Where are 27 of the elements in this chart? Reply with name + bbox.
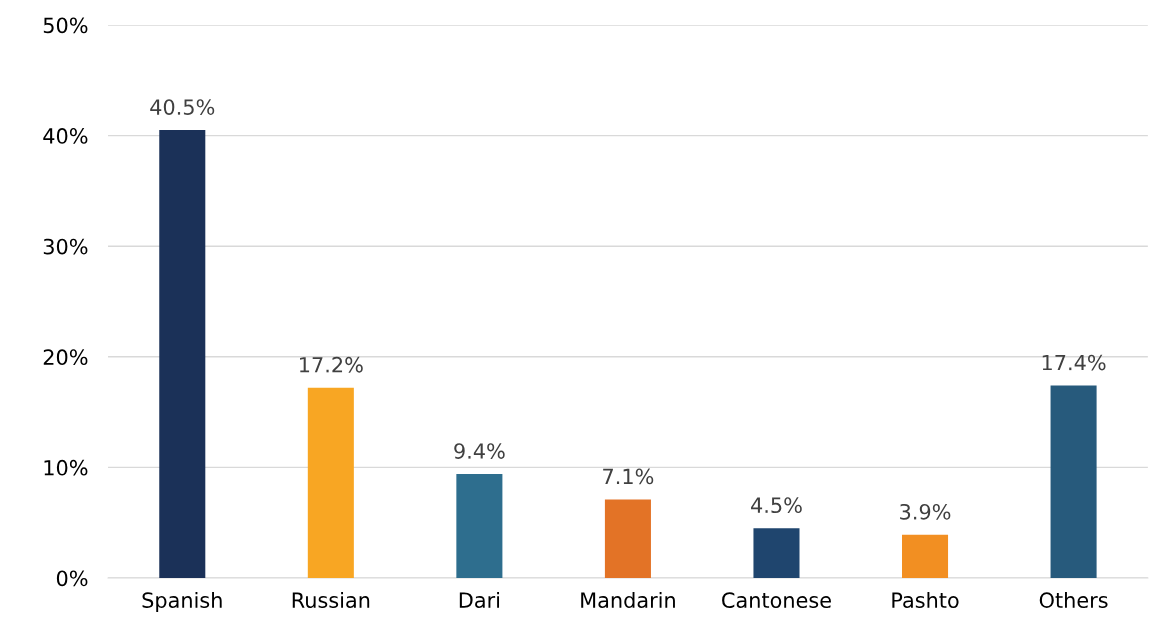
bar: [159, 130, 206, 578]
bar: [456, 474, 503, 578]
data-label: 7.1%: [603, 468, 654, 485]
y-tick-label: 0%: [56, 570, 88, 587]
y-tick-label: 30%: [43, 238, 88, 255]
data-label: 40.5%: [150, 99, 215, 115]
y-tick-label: 50%: [43, 17, 88, 34]
bar: [753, 528, 800, 578]
x-tick-label: Cantonese: [722, 592, 831, 609]
bar: [1050, 385, 1097, 578]
x-tick-label: Spanish: [142, 591, 222, 613]
data-label: 3.9%: [900, 503, 951, 520]
bar: [604, 499, 651, 578]
x-tick-label: Mandarin: [581, 591, 675, 609]
x-tick-label: Russian: [292, 591, 370, 609]
data-label: 17.2%: [300, 356, 363, 373]
y-tick-label: 20%: [43, 349, 88, 366]
data-label: 17.4%: [1042, 354, 1106, 371]
x-tick-label: Dari: [459, 591, 500, 609]
y-tick-label: 40%: [43, 128, 88, 144]
bar: [307, 387, 354, 578]
data-label: 9.4%: [454, 443, 505, 459]
x-tick-label: Pashto: [892, 591, 959, 609]
y-tick-label: 10%: [44, 459, 88, 476]
x-tick-label: Others: [1039, 591, 1108, 609]
bar: [902, 534, 949, 578]
data-label: 4.5%: [751, 497, 802, 514]
